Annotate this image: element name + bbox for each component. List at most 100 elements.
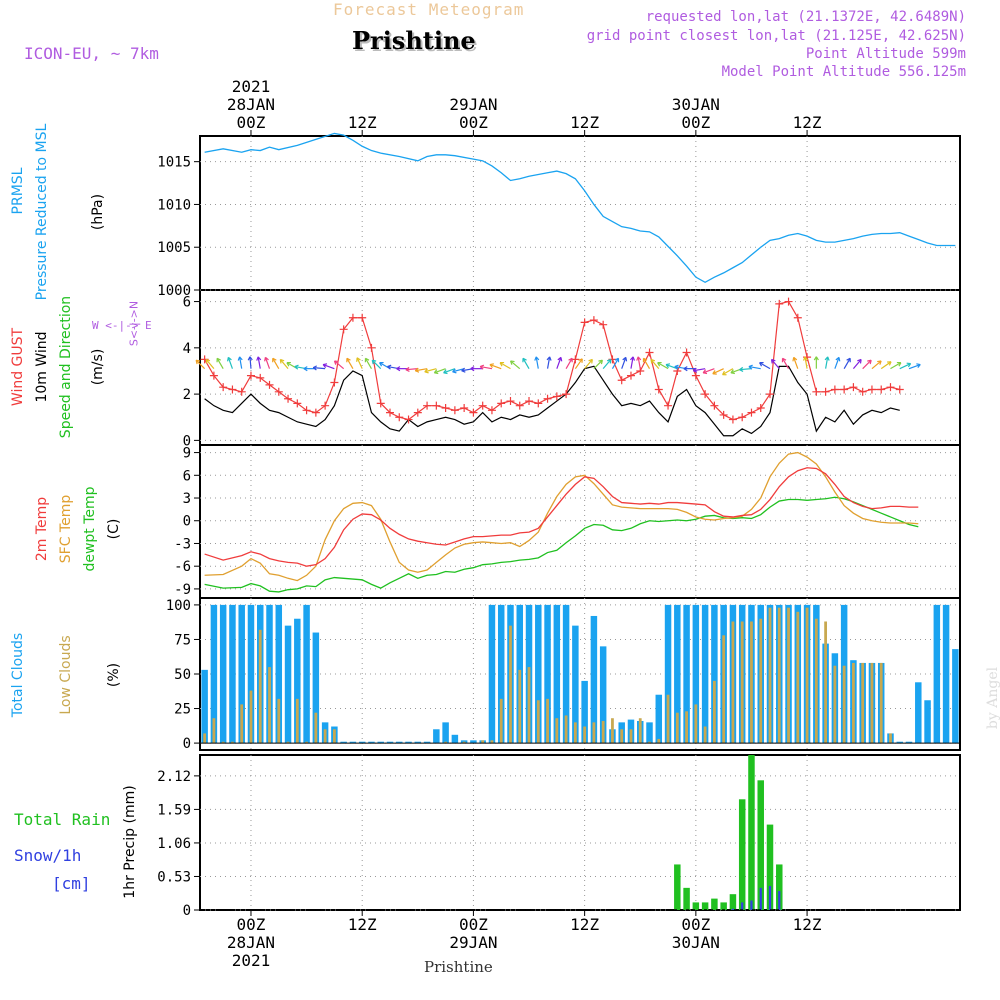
gust-marker xyxy=(423,401,432,410)
wind-arrow-head xyxy=(424,368,429,374)
wind-arrow-head xyxy=(405,366,410,372)
gust-marker xyxy=(348,313,357,322)
wind-direction-arrow xyxy=(279,359,289,370)
low-cloud-bar xyxy=(258,629,262,744)
low-cloud-bar xyxy=(657,738,661,744)
wind-arrow-head xyxy=(588,358,593,364)
total-cloud-bar xyxy=(229,604,236,744)
y-tick-label: 1000 xyxy=(157,283,191,299)
low-cloud-bar xyxy=(675,712,679,744)
wind-arrow-head xyxy=(578,358,583,363)
low-cloud-bar xyxy=(629,729,633,744)
panel-frame-precip xyxy=(199,754,961,911)
wind-arrow-head xyxy=(598,359,603,365)
wind-direction-arrow xyxy=(899,363,911,370)
footer-location: Prishtine xyxy=(424,958,493,976)
wind-arrow-head xyxy=(692,367,698,373)
wind-arrow-head xyxy=(264,356,269,362)
watermark: by Angel xyxy=(985,666,1000,730)
forecast-title: Forecast Meteogram xyxy=(333,0,525,19)
wind-arrow-head xyxy=(414,367,420,373)
low-cloud-bar xyxy=(203,733,207,744)
wind-arrow-head xyxy=(568,357,573,363)
gust-marker xyxy=(877,385,886,394)
snow-bar xyxy=(750,900,753,910)
gust-marker xyxy=(858,387,867,396)
gust-marker xyxy=(784,297,793,306)
gust-marker xyxy=(701,390,710,399)
gust-marker xyxy=(589,316,598,325)
total-cloud-bar xyxy=(201,669,208,744)
rain-bar xyxy=(729,894,737,910)
gust-marker xyxy=(812,387,821,396)
wind-direction-arrow xyxy=(424,368,437,373)
wind-arrow-head xyxy=(364,357,370,363)
total-cloud-bar xyxy=(711,604,718,744)
top-time-label: 30JAN xyxy=(672,95,720,114)
wind-direction-arrow xyxy=(880,361,892,370)
low-cloud-bar xyxy=(212,718,216,744)
wind-direction-arrow xyxy=(637,356,641,369)
gust-marker xyxy=(534,399,543,408)
top-year-label: 2021 xyxy=(232,77,271,96)
gust-marker xyxy=(339,325,348,334)
wind-arrow-head xyxy=(216,357,221,363)
low-cloud-bar xyxy=(740,621,744,744)
wind-arrow-head xyxy=(247,356,253,361)
gust-marker xyxy=(284,394,293,403)
gust-marker xyxy=(367,343,376,352)
gust-marker xyxy=(830,385,839,394)
gust-marker xyxy=(543,394,552,403)
gust-marker xyxy=(293,399,302,408)
wind-arrow-head xyxy=(312,365,318,371)
wind-direction-arrow xyxy=(480,365,493,370)
top-time-label: 00Z xyxy=(681,113,710,132)
y-tick-label: 0 xyxy=(183,903,191,919)
rain-bar xyxy=(720,902,727,910)
low-cloud-bar xyxy=(490,740,494,744)
rain-bar xyxy=(711,898,718,910)
wind-arrow-head xyxy=(867,359,872,365)
low-cloud-bar xyxy=(444,741,447,744)
low-cloud-bar xyxy=(268,667,271,744)
wind-direction-arrow xyxy=(771,359,780,370)
bottom-time-label: 29JAN xyxy=(449,933,497,952)
gust-marker xyxy=(654,385,663,394)
gust-marker xyxy=(895,385,904,394)
wind-arrow-head xyxy=(702,369,708,375)
gust-marker xyxy=(321,401,330,410)
total-cloud-bar xyxy=(470,740,477,744)
total-cloud-bar xyxy=(368,741,375,744)
y-tick-label: 1015 xyxy=(157,155,191,171)
wind-direction-arrow xyxy=(584,359,593,370)
low-cloud-bar xyxy=(305,741,308,744)
wind-arrow-head xyxy=(452,368,457,374)
y-tick-label: 2 xyxy=(183,387,191,403)
top-time-label: 12Z xyxy=(793,113,822,132)
wind-arrow-head xyxy=(205,358,211,364)
model-label: ICON-EU, ~ 7km xyxy=(24,44,159,63)
y-tick-label: 2.12 xyxy=(157,769,191,785)
total-cloud-bar xyxy=(497,604,505,744)
total-cloud-bar xyxy=(451,734,459,744)
bottom-time-label: 12Z xyxy=(570,915,599,934)
wind-arrow-head xyxy=(781,357,787,363)
low-cloud-bar xyxy=(796,611,800,744)
gust-marker xyxy=(404,415,413,424)
total-cloud-bar xyxy=(933,604,941,744)
wind-direction-arrow xyxy=(871,360,882,370)
low-cloud-bar xyxy=(638,718,642,744)
gust-marker xyxy=(626,371,635,380)
wind-direction-arrow xyxy=(205,359,215,370)
wind-arrow-head xyxy=(346,357,351,363)
gust-marker xyxy=(441,403,450,412)
y-tick-label: 100 xyxy=(166,598,191,614)
rain-bar xyxy=(757,780,764,910)
wind-arrow-head xyxy=(846,357,851,363)
wind-arrow-head xyxy=(739,366,744,372)
top-time-label: 12Z xyxy=(570,113,599,132)
panel-frame-pressure xyxy=(199,135,961,291)
wind-arrow-head xyxy=(195,359,201,365)
total-cloud-bar xyxy=(562,604,570,744)
low-cloud-bar xyxy=(221,741,225,744)
